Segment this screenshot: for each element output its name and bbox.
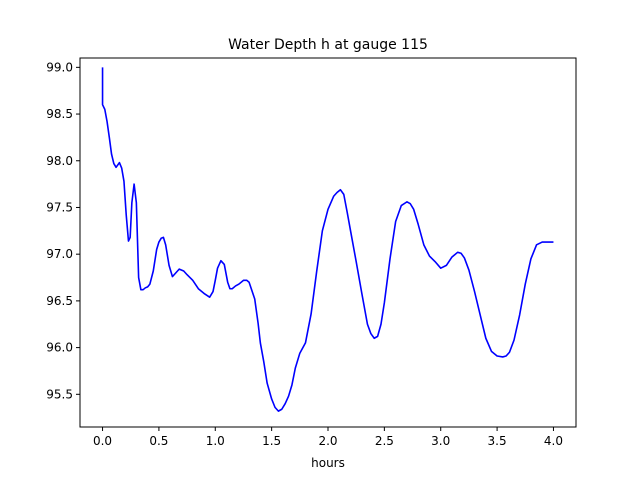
x-tick-label: 0.5 [149, 434, 168, 448]
x-tick-label: 3.0 [431, 434, 450, 448]
x-tick-label: 1.5 [262, 434, 281, 448]
y-tick-label: 97.0 [46, 247, 73, 261]
y-tick-label: 96.0 [46, 341, 73, 355]
x-tick-label: 1.0 [206, 434, 225, 448]
series-line [101, 67, 554, 412]
chart-title: Water Depth h at gauge 115 [228, 37, 428, 53]
x-tick-label: 0.0 [93, 434, 112, 448]
y-axis: 95.5 96.0 96.5 97.0 97.5 98.0 98.5 99.0 [46, 60, 80, 401]
x-tick-label: 2.5 [375, 434, 394, 448]
x-axis-label: hours [311, 456, 345, 470]
series-layer [101, 67, 554, 412]
x-tick-label: 4.0 [544, 434, 563, 448]
y-tick-label: 96.5 [46, 294, 73, 308]
x-axis: 0.0 0.5 1.0 1.5 2.0 2.5 3.0 3.5 4.0 [93, 427, 563, 448]
y-tick-label: 98.0 [46, 154, 73, 168]
y-tick-label: 99.0 [46, 60, 73, 74]
x-tick-label: 2.0 [318, 434, 337, 448]
x-tick-label: 3.5 [488, 434, 507, 448]
y-tick-label: 95.5 [46, 387, 73, 401]
y-tick-label: 98.5 [46, 107, 73, 121]
y-tick-label: 97.5 [46, 200, 73, 214]
